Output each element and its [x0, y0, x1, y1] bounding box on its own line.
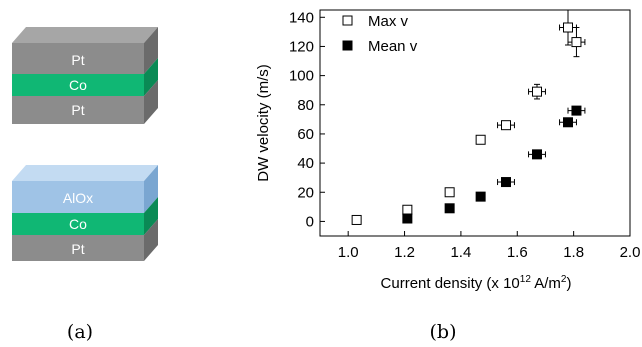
stack2-bottom-label: Pt	[71, 241, 84, 257]
stack1-co-front	[12, 74, 144, 96]
max-v-point	[444, 187, 455, 198]
y-tick-label: 140	[289, 9, 314, 26]
y-tick-label: 40	[297, 155, 314, 172]
x-tick-label: 1.6	[507, 244, 528, 261]
plot-frame	[319, 9, 631, 237]
stack1-bottom-label: Pt	[71, 102, 84, 118]
y-axis-label: DW velocity (m/s)	[255, 64, 272, 182]
stack1-top-face	[12, 27, 158, 43]
x-axis-label-unit: A/m	[531, 275, 561, 292]
mean-v-point	[402, 213, 413, 224]
y-tick-label: 80	[297, 97, 314, 114]
legend-marker-max-v	[342, 15, 353, 26]
x-axis-ticks: 1.0 1.2 1.4 1.6 1.8 2.0	[338, 231, 641, 261]
max-v-point	[475, 134, 486, 145]
stack2-alox-front	[12, 181, 144, 213]
stack1-pt-top-front	[12, 43, 144, 74]
y-tick-label: 100	[289, 68, 314, 85]
stack1-middle-label: Co	[69, 77, 87, 93]
y-tick-label: 0	[306, 213, 314, 230]
mean-v-point	[501, 177, 511, 188]
max-v-point	[351, 214, 362, 225]
stack1-top-label: Pt	[71, 52, 84, 68]
stack1-pt-bottom-side	[144, 80, 158, 124]
stack2-middle-label: Co	[69, 216, 87, 232]
error-bars	[497, 9, 586, 186]
data-markers	[351, 22, 582, 225]
stack1-pt-top-side	[144, 27, 158, 74]
x-axis-label: Current density (x 1012 A/m2)	[381, 274, 572, 292]
layer-stack-alox-co-pt: AlOx Co Pt	[12, 165, 158, 261]
x-axis-label-close: )	[566, 275, 571, 292]
x-axis-label-main: Current density (x 10	[381, 275, 520, 292]
legend-label-mean-v: Mean v	[368, 38, 418, 55]
stack1-pt-bottom-front	[12, 96, 144, 124]
x-tick-label: 1.0	[338, 244, 359, 261]
mean-v-point	[563, 117, 573, 128]
y-tick-label: 60	[297, 126, 314, 143]
x-tick-label: 1.2	[394, 244, 415, 261]
layer-stack-pt-co-pt: Pt Co Pt	[12, 27, 158, 124]
legend-label-max-v: Max v	[368, 13, 409, 30]
stack2-top-label: AlOx	[63, 190, 93, 206]
y-tick-label: 20	[297, 184, 314, 201]
panel-b-caption: (b)	[430, 321, 457, 343]
mean-v-point	[532, 149, 542, 160]
max-v-point	[563, 22, 573, 33]
legend-marker-mean-v	[342, 40, 353, 51]
legend: Max v Mean v	[342, 13, 418, 55]
x-tick-label: 1.8	[563, 244, 584, 261]
x-axis-label-exponent: 12	[520, 274, 532, 285]
stack2-co-front	[12, 213, 144, 235]
dw-velocity-chart: 1.0 1.2 1.4 1.6 1.8 2.0 0 20 40 60 80 100 120 140 Ma…	[255, 9, 640, 292]
stack2-co-side	[144, 197, 158, 235]
y-tick-label: 120	[289, 38, 314, 55]
mean-v-point	[475, 191, 486, 202]
stack1-co-side	[144, 58, 158, 96]
max-v-point	[402, 204, 413, 215]
max-v-point	[501, 120, 511, 131]
max-v-point	[532, 86, 542, 97]
x-tick-label: 1.4	[450, 244, 471, 261]
stack2-top-face	[12, 165, 158, 181]
y-axis-ticks: 0 20 40 60 80 100 120 140	[289, 9, 325, 230]
mean-v-point	[444, 203, 455, 214]
mean-v-point	[571, 105, 582, 116]
x-tick-label: 2.0	[620, 244, 641, 261]
panel-a-caption: (a)	[67, 321, 93, 343]
x-axis-label-unit-exponent: 2	[561, 274, 567, 285]
max-v-point	[571, 37, 582, 48]
stack2-pt-side	[144, 219, 158, 261]
stack2-pt-front	[12, 235, 144, 261]
